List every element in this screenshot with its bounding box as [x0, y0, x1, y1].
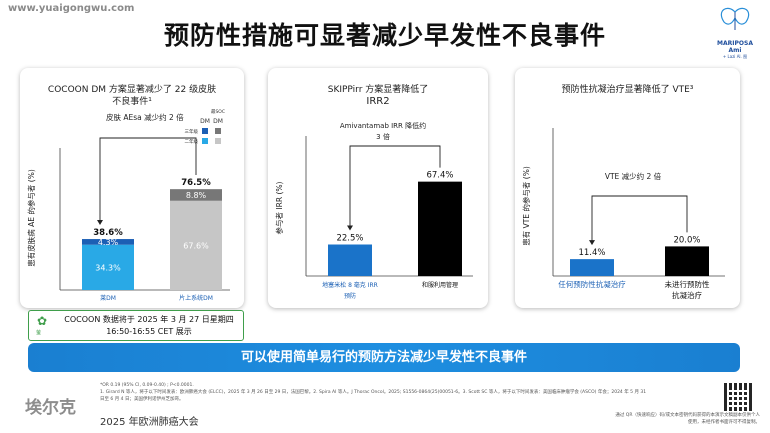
chart1-arrow-head	[97, 220, 103, 226]
chart1-total-label: 76.5%	[181, 178, 211, 188]
watermark-text: www.yuaigongwu.com	[8, 3, 135, 14]
cocoon-note-box: ✿ 萤 COCOON 数据将于 2025 年 3 月 27 日星期四 16:50…	[28, 310, 244, 341]
chart1-legend-swatch	[202, 128, 208, 134]
chart1-bar-segment	[170, 200, 222, 290]
chart1-bar-segment	[82, 244, 134, 290]
chart3-comparison-bracket	[591, 195, 688, 244]
chart-panel-vte: 预防性抗凝治疗显著降低了 VTE³ 患有 VTE 的参与者 (%) 11.4% 任何…	[515, 68, 740, 308]
butterfly-icon: ✿	[37, 314, 48, 328]
event-name: 2025 年欧洲肺癌大会	[100, 417, 199, 428]
chart3-y-label: 患有 VTE 的参与者 (%)	[521, 166, 531, 246]
chart3-annotation: VTE 减少约 2 倍	[605, 171, 662, 181]
chart1-title-line1: COCOON DM 方案显著减少了 22 级皮肤	[47, 85, 217, 95]
chart3-arrow-head	[589, 240, 595, 246]
butterfly-logo-icon	[720, 7, 750, 30]
chart3-value-label: 11.4%	[578, 248, 605, 258]
chart2-category-label: 地塞米松 8 毫克 IRR	[322, 281, 378, 289]
chart1-legend-col2: DM	[213, 118, 223, 125]
summary-banner: 可以使用简单易行的预防方法减少早发性不良事件	[28, 343, 740, 372]
chart2-value-label: 67.4%	[426, 171, 453, 181]
chart1-legend-swatch	[215, 128, 221, 134]
chart1-legend-title: 最SOC	[211, 108, 225, 115]
note-label: 萤	[36, 330, 42, 336]
chart1-segment-label: 8.8%	[186, 191, 207, 200]
chart3-svg: 患有 VTE 的参与者 (%) 11.4% 任何预防性抗凝治疗 20.0% 未进行预防性…	[521, 128, 725, 300]
chart3-category-label: 任何预防性抗凝治疗	[558, 279, 626, 289]
mariposa-logo: MARIPOSA Ami + Lazi Al. 图	[710, 6, 760, 59]
chart2-title-line1: SKIPPirr 方案显著降低了	[327, 85, 429, 95]
chart1-category-label: 莱DM	[100, 294, 116, 302]
chart-panel-cocoon: COCOON DM 方案显著减少了 22 级皮肤 不良事件¹ 患有皮肤病 AE …	[20, 68, 244, 308]
chart1-total-label: 38.6%	[93, 228, 123, 238]
chart2-category-label: 和服利用管理	[422, 281, 458, 289]
chart1-legend-row-label: 三年级	[185, 128, 199, 135]
chart2-bar	[328, 244, 372, 276]
chart1-title-line2: 不良事件¹	[112, 97, 152, 107]
chart2-category-label-2: 预防	[344, 292, 356, 300]
chart1-legend-swatch	[202, 138, 208, 144]
footnote-line2: 1. Girard N 等人，将于以下时间发表：欧洲肺癌大会 (ELCC)，20…	[100, 390, 647, 395]
chart3-category-label-2: 抗凝治疗	[672, 290, 702, 300]
logo-brand: MARIPOSA Ami	[717, 40, 753, 54]
qr-caption-line2: 使用，未经作者书面许可不得复制。	[688, 420, 760, 425]
chart2-comparison-bracket	[349, 145, 441, 229]
chart2-value-label: 22.5%	[336, 234, 363, 244]
logo-sub: + Lazi Al. 图	[722, 54, 748, 59]
chart1-segment-label: 4.3%	[98, 238, 119, 247]
chart2-svg: 参与者 IRR (%) 22.5% 地塞米松 8 毫克 IRR 预防 67.4% 和服利用…	[274, 121, 473, 300]
chart1-comparison-bracket	[99, 137, 197, 224]
qr-caption: 通过 QR（快速响应）码/或文本密钥代码获得的本演示文稿副本仅供个人 使用，未经…	[570, 412, 760, 426]
page-title: 预防性措施可显著减少早发性不良事件	[163, 21, 606, 50]
chart3-bar	[665, 246, 709, 276]
chart2-arrow-head	[347, 225, 353, 231]
chart1-legend-col1: DM	[200, 118, 210, 125]
chart1-y-label: 患有皮肤病 AE 的参与者 (%)	[26, 169, 36, 267]
chart1-legend-row-label: 二年级	[185, 138, 199, 145]
chart1-segment-label: 67.6%	[183, 241, 209, 250]
note-line1: COCOON 数据将于 2025 年 3 月 27 日星期四	[64, 315, 234, 324]
chart1-annotation: 皮肤 AEsa 减少约 2 倍	[106, 112, 184, 122]
footnote-line3: 日至 6 月 4 日；美国伊利诺伊州芝加哥。	[100, 397, 184, 402]
chart1-legend-swatch	[215, 138, 221, 144]
chart1-svg: 患有皮肤病 AE 的参与者 (%) 34.3% 4.3%38.6% 莱DM 67.6% 8…	[26, 108, 230, 302]
chart1-bar-segment	[170, 189, 222, 201]
qr-code-icon	[724, 383, 752, 411]
footnotes: *OR 0.19 (95% CI, 0.09-0.40) ; P<0.0001.…	[100, 382, 660, 403]
chart3-value-label: 20.0%	[673, 235, 700, 245]
footnote-line1: *OR 0.19 (95% CI, 0.09-0.40) ; P<0.0001.	[100, 383, 194, 388]
chart2-y-label: 参与者 IRR (%)	[274, 181, 284, 234]
chart-panel-skippirr: SKIPPirr 方案显著降低了 IRR2 参与者 IRR (%) 22.5% 地塞…	[268, 68, 488, 308]
chart1-segment-label: 34.3%	[95, 263, 121, 272]
note-line2: 16:50-16:55 CET 展示	[106, 327, 192, 336]
chart1-category-label: 片上系统DM	[179, 294, 213, 302]
chart2-annotation-line1: Amivantamab IRR 降低约	[340, 121, 426, 130]
chart2-bar	[418, 181, 462, 276]
chart3-title: 预防性抗凝治疗显著降低了 VTE³	[561, 85, 694, 95]
chart3-bar	[570, 259, 614, 276]
chart1-bar-segment	[82, 239, 134, 245]
qr-caption-line1: 通过 QR（快速响应）码/或文本密钥代码获得的本演示文稿副本仅供个人	[615, 413, 760, 418]
company-logo: 埃尔克	[25, 398, 76, 418]
chart2-annotation-line2: 3 倍	[376, 132, 390, 141]
chart2-title-line2: IRR2	[366, 96, 390, 107]
chart3-category-label: 未进行预防性	[665, 279, 710, 289]
